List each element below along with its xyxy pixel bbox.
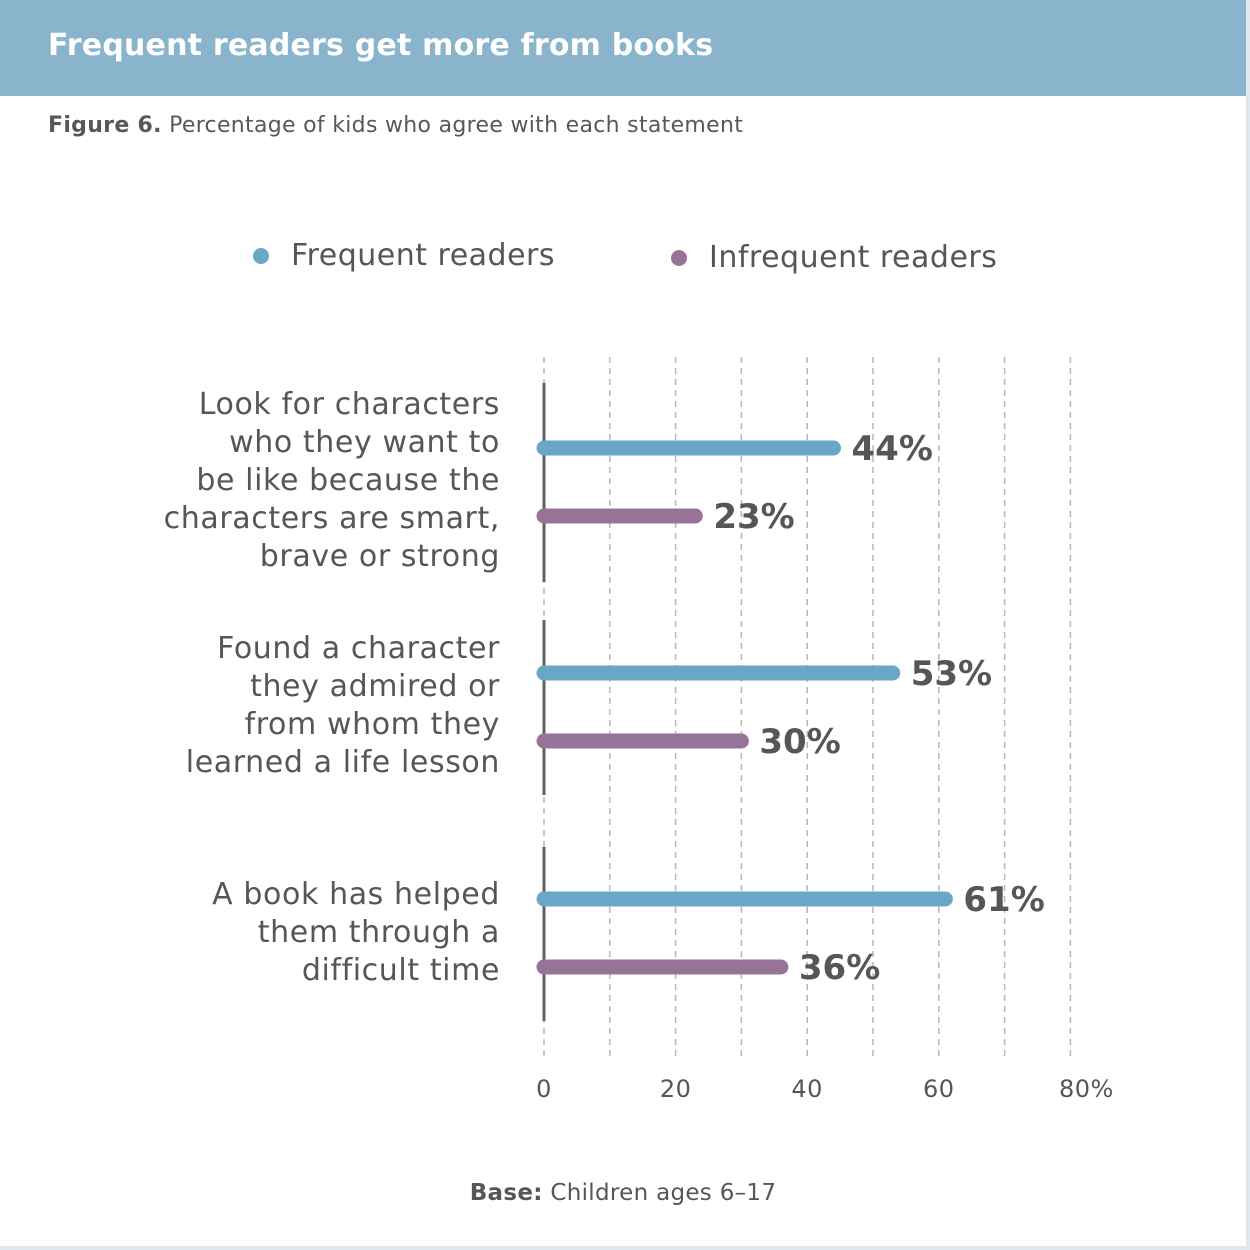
legend-item-infrequent: Infrequent readers bbox=[671, 240, 997, 275]
value-label-frequent-3: 61% bbox=[963, 880, 1044, 920]
figure-caption: Figure 6. Percentage of kids who agree w… bbox=[48, 113, 743, 138]
value-label-infrequent-1: 23% bbox=[713, 497, 794, 537]
x-tick-label-0: 0 bbox=[536, 1075, 552, 1103]
base-note-text: Children ages 6–17 bbox=[550, 1180, 777, 1206]
figure-number: Figure 6. bbox=[48, 113, 162, 138]
value-label-infrequent-3: 36% bbox=[799, 948, 880, 988]
x-tick-label-60: 60 bbox=[923, 1075, 955, 1103]
x-tick-label-40: 40 bbox=[791, 1075, 823, 1103]
bar-start-infrequent-3 bbox=[542, 959, 552, 975]
header-bar: Frequent readers get more from books bbox=[0, 0, 1246, 96]
legend-item-frequent: Frequent readers bbox=[253, 238, 555, 273]
category-label-role-models: Look for characters who they want to be … bbox=[163, 387, 500, 574]
value-label-infrequent-2: 30% bbox=[759, 722, 840, 762]
category-label-difficult-time: A book has helped them through a difficu… bbox=[212, 877, 500, 988]
category-label-admired-character: Found a character they admired or from w… bbox=[185, 631, 500, 780]
x-tick-label-20: 20 bbox=[659, 1075, 692, 1103]
legend-dot-infrequent bbox=[671, 249, 687, 266]
base-note-label: Base: bbox=[469, 1180, 543, 1206]
figure-description: Percentage of kids who agree with each s… bbox=[169, 113, 744, 138]
value-label-frequent-1: 44% bbox=[852, 429, 933, 469]
header-title: Frequent readers get more from books bbox=[48, 28, 714, 63]
value-label-frequent-2: 53% bbox=[911, 654, 992, 694]
bar-start-infrequent-2 bbox=[542, 733, 552, 749]
x-tick-label-80: 80% bbox=[1058, 1075, 1114, 1103]
bar-start-infrequent-1 bbox=[542, 508, 552, 524]
bar-start-frequent-2 bbox=[542, 665, 552, 681]
legend-label-infrequent: Infrequent readers bbox=[709, 240, 998, 275]
base-note: Base: Children ages 6–17 bbox=[0, 1180, 1246, 1206]
bar-start-frequent-1 bbox=[542, 440, 552, 456]
bar-start-frequent-3 bbox=[542, 891, 552, 907]
legend-label-frequent: Frequent readers bbox=[291, 238, 556, 273]
legend-dot-frequent bbox=[253, 247, 269, 264]
